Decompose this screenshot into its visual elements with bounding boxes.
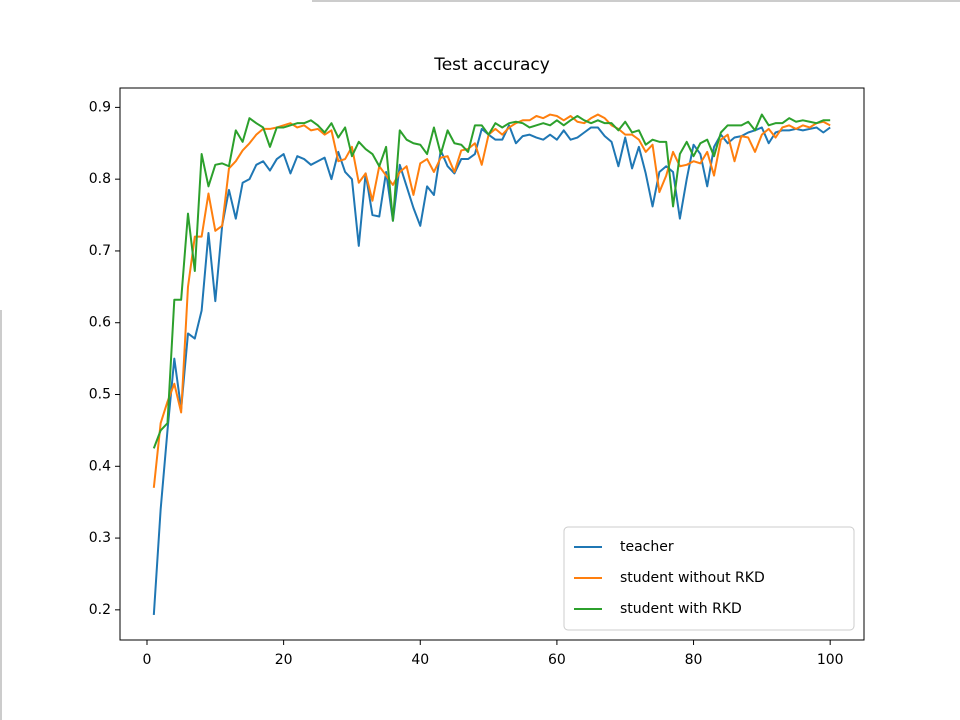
y-tick-label: 0.4 — [89, 458, 111, 474]
legend: teacher student without RKD student with R… — [563, 526, 855, 631]
x-tick-label: 80 — [685, 652, 703, 668]
x-tick-label: 100 — [817, 652, 844, 668]
x-tick-label: 0 — [143, 652, 152, 668]
legend-label: student with RKD — [620, 601, 742, 617]
legend-label: teacher — [620, 539, 674, 555]
y-tick-label: 0.9 — [89, 99, 111, 115]
y-tick-label: 0.8 — [89, 171, 111, 187]
series-line — [152, 113, 831, 488]
chart-title: Test accuracy — [433, 55, 550, 75]
x-tick-label: 40 — [411, 652, 429, 668]
x-tick-label: 20 — [275, 652, 293, 668]
y-tick-label: 0.6 — [89, 315, 111, 331]
series-line — [152, 113, 831, 449]
y-tick-label: 0.3 — [89, 530, 111, 546]
axes-frame — [119, 87, 865, 641]
legend-label: student without RKD — [620, 570, 765, 586]
legend-box — [563, 526, 855, 631]
x-tick-label: 60 — [548, 652, 566, 668]
y-tick-label: 0.5 — [89, 387, 111, 403]
y-tick-label: 0.7 — [89, 243, 111, 259]
y-tick-label: 0.2 — [89, 602, 111, 618]
